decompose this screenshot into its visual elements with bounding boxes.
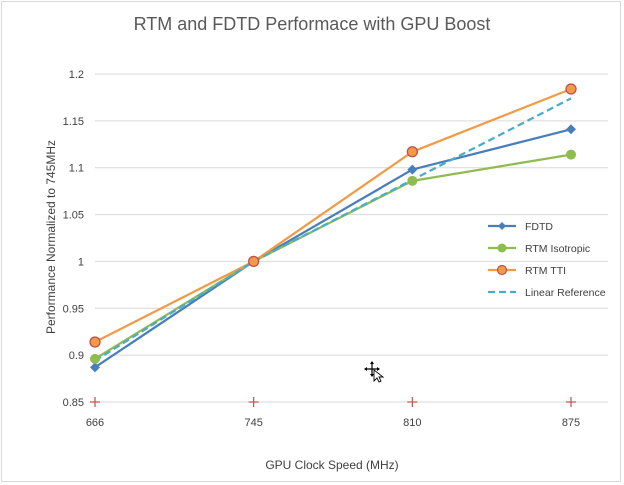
series-line	[94, 97, 572, 362]
legend-item: Linear Reference	[488, 287, 606, 299]
data-point-marker	[406, 146, 418, 158]
baseline-plus-marker	[566, 397, 576, 407]
y-tick-label: 1.05	[63, 210, 84, 222]
y-axis-title: Performance Normalized to 745MHz	[44, 140, 58, 334]
data-point-marker	[566, 149, 576, 160]
y-tick-label: 1.1	[69, 163, 84, 175]
baseline-plus-marker	[407, 397, 418, 407]
data-point-marker	[90, 362, 100, 373]
x-tick-label: 745	[244, 417, 262, 429]
y-tick-label: 1	[78, 256, 84, 268]
data-point-marker	[565, 83, 577, 95]
x-tick-label: 875	[562, 417, 580, 429]
gridlines	[95, 73, 608, 403]
x-tick-label: 666	[86, 417, 104, 429]
y-axis-ticks: 0.85 0.9 0.95 1 1.05 1.1 1.15 1.2	[63, 69, 84, 409]
data-point-marker	[89, 336, 101, 348]
y-tick-label: 0.85	[63, 397, 84, 409]
data-point-marker	[248, 255, 260, 268]
series-line	[94, 87, 572, 344]
x-axis-ticks: 666 745 810 875	[86, 417, 580, 429]
y-tick-label: 0.95	[63, 303, 84, 315]
data-point-marker	[90, 353, 100, 364]
series-group	[89, 83, 577, 373]
y-tick-label: 1.15	[63, 116, 84, 128]
legend-item: RTM Isotropic	[488, 243, 590, 255]
legend-label: RTM Isotropic	[525, 243, 590, 255]
legend-label: FDTD	[525, 221, 553, 233]
legend-item: FDTD	[488, 221, 553, 233]
x-axis-title: GPU Clock Speed (MHz)	[265, 458, 398, 472]
legend: FDTD RTM Isotropic RTM TTI Linear Reference	[488, 221, 606, 299]
chart-title: RTM and FDTD Performace with GPU Boost	[134, 14, 491, 34]
legend-label: Linear Reference	[525, 287, 606, 299]
y-tick-label: 1.2	[69, 69, 84, 81]
baseline-markers	[90, 397, 576, 407]
data-point-marker	[407, 164, 418, 175]
series-line	[94, 153, 572, 360]
data-point-marker	[566, 124, 576, 135]
x-tick-label: 810	[403, 417, 421, 429]
move-cursor-icon	[364, 361, 385, 383]
legend-label: RTM TTI	[525, 265, 566, 277]
series-line	[94, 128, 572, 369]
baseline-plus-marker	[90, 397, 100, 407]
data-point-marker	[407, 175, 418, 186]
baseline-plus-marker	[248, 397, 259, 407]
legend-item: RTM TTI	[488, 264, 566, 277]
y-tick-label: 0.9	[69, 350, 84, 362]
